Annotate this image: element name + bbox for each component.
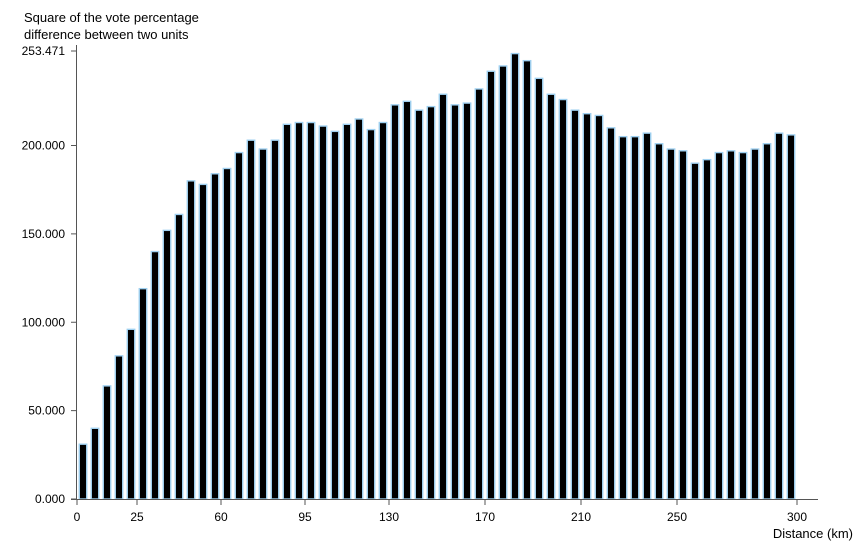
bar [246,139,256,500]
y-axis-label: Square of the vote percentage difference… [24,9,284,43]
y-tick-label: 200.000 [22,139,66,153]
bar [486,70,496,500]
bar [594,114,604,500]
bar [774,132,784,500]
bar [210,173,220,500]
bar [738,151,748,500]
y-tick-label: 150.000 [22,227,66,241]
x-tick-label: 0 [74,510,81,524]
y-tick-label: 0.000 [35,492,65,506]
x-tick-label: 250 [667,510,687,524]
bar [570,109,580,500]
x-tick-label: 300 [787,510,807,524]
bar [90,427,100,500]
bar [666,148,676,500]
bar [762,143,772,500]
bar [234,151,244,500]
bar [114,355,124,500]
x-tick-label: 95 [298,510,312,524]
bar [294,121,304,500]
bar [102,385,112,500]
bar [342,123,352,500]
bar [534,77,544,500]
bar [462,102,472,500]
x-tick-label: 170 [475,510,495,524]
y-tick-label: 50.000 [28,404,65,418]
bar [390,104,400,500]
x-tick-label: 25 [130,510,144,524]
bar [498,65,508,500]
bar [438,93,448,500]
bar [162,229,172,500]
bar [186,180,196,500]
x-tick-label: 60 [214,510,228,524]
y-axis-label-line-2: difference between two units [24,27,189,42]
x-axis-label: Distance (km) [772,526,853,541]
bar [378,121,388,500]
bar [618,135,628,500]
bar [318,125,328,500]
bar [654,143,664,500]
bar [414,109,424,500]
bar [138,287,148,500]
bar [522,59,532,500]
bar [258,148,268,500]
bar [546,93,556,500]
bar [474,88,484,500]
y-axis-label-line-1: Square of the vote percentage [24,10,199,25]
bar [750,148,760,500]
bar [678,150,688,500]
bar [786,134,796,500]
bar [630,135,640,500]
bar [270,139,280,500]
y-tick-label: 253.471 [22,44,66,58]
bar [714,151,724,500]
bar [450,104,460,500]
bar [330,130,340,500]
bar [402,100,412,500]
bar [606,127,616,500]
bar [126,328,136,500]
bar [726,150,736,500]
x-tick-label: 130 [379,510,399,524]
bar [174,213,184,500]
bar [642,132,652,500]
bar [558,98,568,500]
bar [510,52,520,500]
bar [582,112,592,500]
bar [78,443,88,500]
x-tick-label: 210 [571,510,591,524]
bar [690,162,700,500]
bar [354,118,364,500]
bar [426,105,436,500]
bar [366,128,376,500]
bar [150,250,160,500]
bar [282,123,292,500]
bar [306,121,316,500]
y-tick-label: 100.000 [22,315,66,329]
bar [222,167,232,500]
bar [198,183,208,500]
bar [702,158,712,500]
